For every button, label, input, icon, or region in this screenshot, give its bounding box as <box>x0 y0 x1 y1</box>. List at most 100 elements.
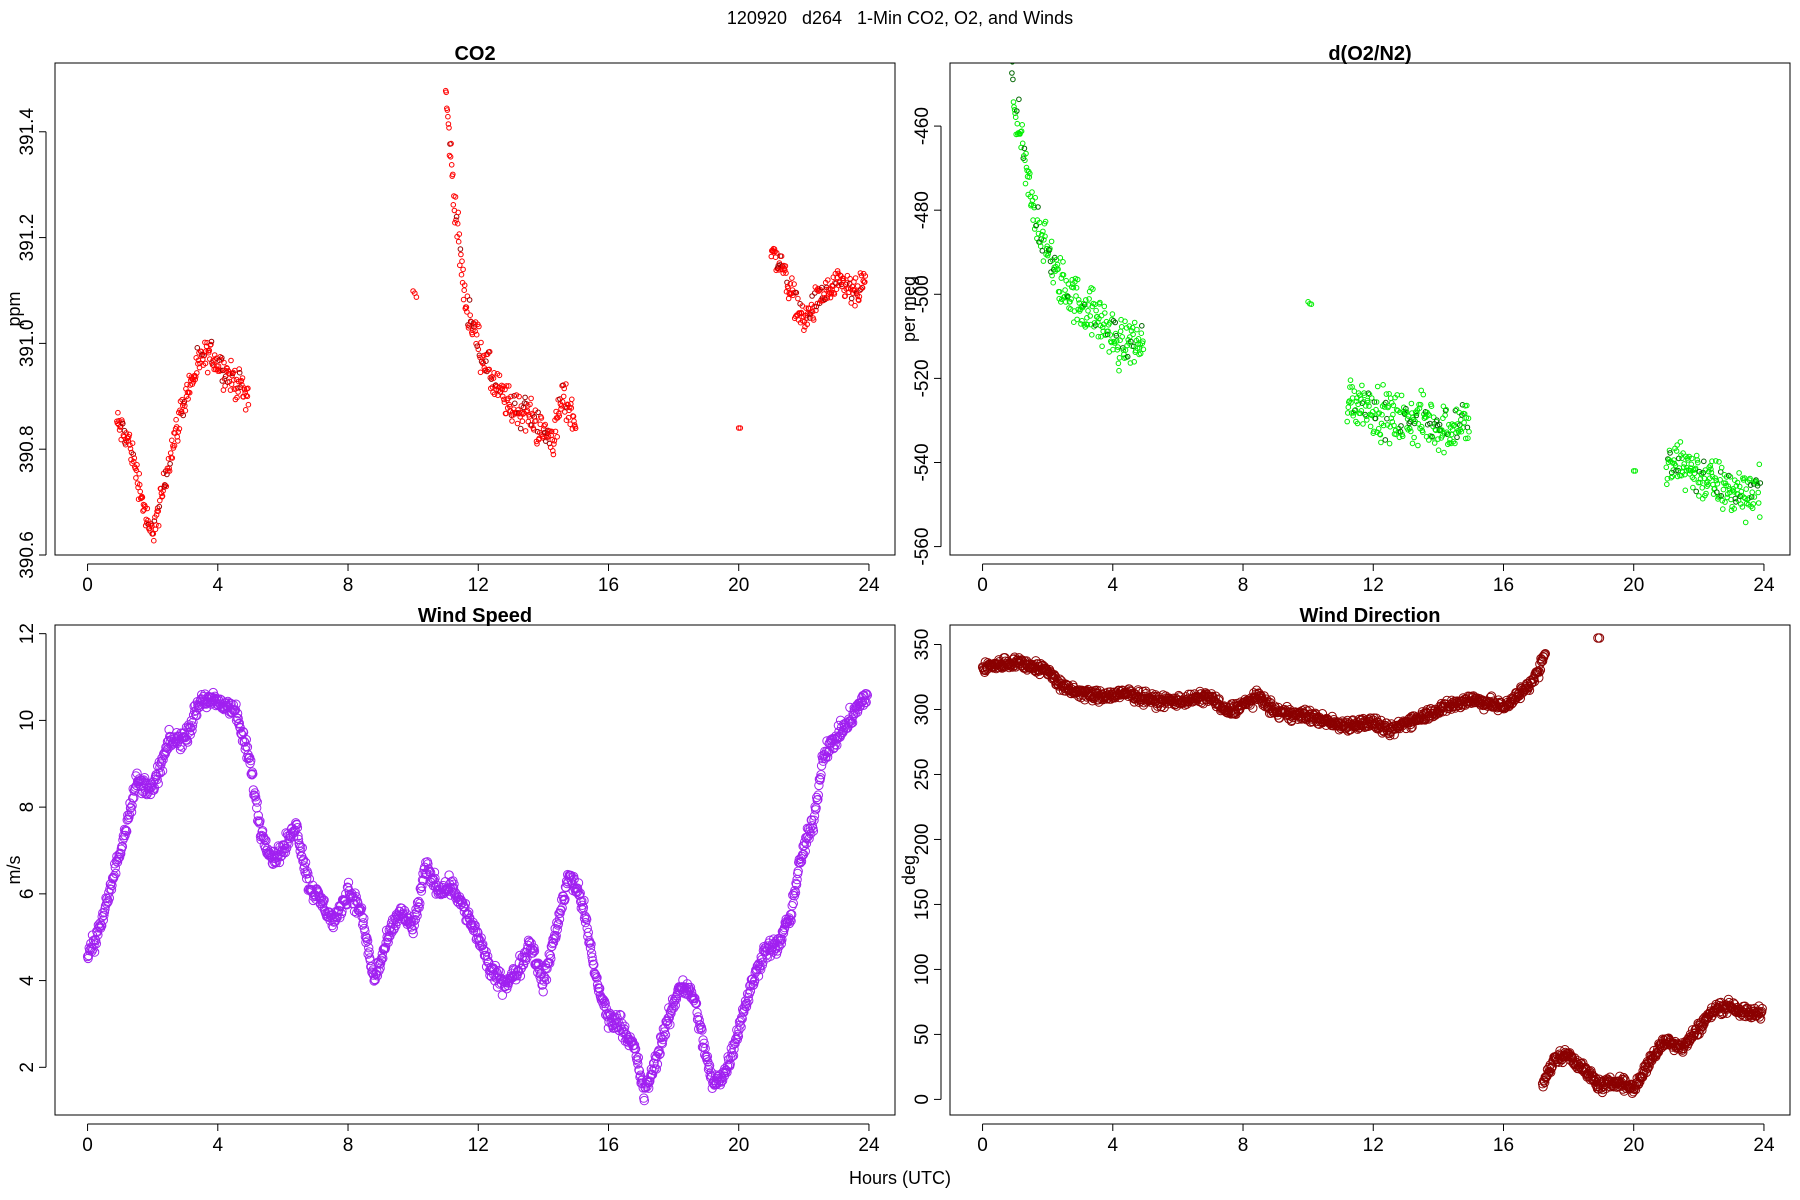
data-point <box>1359 400 1366 407</box>
data-point <box>1746 495 1752 501</box>
data-point <box>787 901 797 911</box>
data-point <box>1736 483 1743 490</box>
data-point <box>785 915 795 925</box>
data-point <box>1014 108 1020 114</box>
data-point <box>1062 287 1068 293</box>
data-point <box>134 462 140 468</box>
data-point <box>655 1049 665 1059</box>
data-point <box>691 998 702 1009</box>
data-point <box>538 415 545 421</box>
data-point <box>184 381 190 388</box>
y-tick-label: 200 <box>912 824 933 856</box>
data-point <box>1716 459 1722 465</box>
data-point <box>517 425 524 432</box>
data-point <box>550 448 556 454</box>
data-point <box>1757 1003 1767 1014</box>
data-point <box>1754 1012 1765 1022</box>
data-point <box>1114 347 1121 353</box>
data-point <box>1390 411 1396 418</box>
data-point <box>158 755 168 765</box>
data-point <box>139 773 150 783</box>
data-point <box>151 537 157 544</box>
data-point <box>126 434 132 440</box>
data-point <box>579 895 589 906</box>
data-point <box>99 907 110 917</box>
data-point <box>551 441 557 447</box>
y-tick-label: -540 <box>912 443 933 481</box>
data-point <box>450 171 456 178</box>
data-point <box>595 983 605 994</box>
data-point <box>236 366 242 372</box>
data-point <box>1680 450 1686 456</box>
data-point <box>106 884 117 895</box>
x-tick-label: 4 <box>213 575 224 596</box>
y-tick-label: 390.8 <box>17 425 38 473</box>
data-point <box>1443 406 1449 413</box>
data-point <box>666 1008 676 1018</box>
data-point <box>113 853 124 863</box>
data-point <box>491 370 497 376</box>
data-point <box>1039 248 1046 254</box>
data-point <box>597 994 608 1004</box>
data-point <box>1538 651 1548 662</box>
data-point <box>1357 410 1364 417</box>
plot-frame <box>949 62 1791 556</box>
data-point <box>241 734 252 745</box>
data-point <box>1102 310 1108 316</box>
data-point <box>862 279 868 285</box>
data-point <box>175 438 181 444</box>
data-point <box>290 825 300 835</box>
data-point <box>91 939 102 949</box>
data-point <box>1037 239 1043 245</box>
data-point <box>1112 319 1118 326</box>
data-point <box>222 383 228 389</box>
data-point <box>800 846 810 856</box>
data-point <box>646 1064 657 1074</box>
data-point <box>288 832 299 842</box>
x-tick-label: 12 <box>468 1135 489 1156</box>
data-point <box>248 769 258 779</box>
data-point <box>1026 174 1033 180</box>
data-point <box>1347 377 1354 384</box>
data-point <box>848 295 855 302</box>
data-point <box>1099 324 1106 331</box>
data-point <box>742 998 752 1009</box>
data-point <box>101 898 112 909</box>
data-point <box>629 1040 640 1050</box>
data-point <box>1372 415 1379 422</box>
data-point <box>539 972 549 982</box>
data-point <box>111 868 121 879</box>
data-point <box>191 705 202 716</box>
data-point <box>1691 476 1697 482</box>
data-point <box>383 937 393 948</box>
panel-title: Wind Direction <box>1300 605 1441 627</box>
data-point <box>480 359 487 366</box>
data-point <box>126 807 137 817</box>
data-point <box>253 810 263 821</box>
data-point <box>702 1051 713 1062</box>
data-point <box>1383 391 1390 397</box>
data-point <box>1669 473 1676 480</box>
data-point <box>538 987 548 997</box>
data-point <box>1035 204 1041 210</box>
data-point <box>144 505 151 512</box>
data-point <box>1441 449 1447 456</box>
data-point <box>298 855 309 865</box>
data-point <box>515 950 525 961</box>
data-point <box>1697 479 1703 486</box>
data-point <box>1690 484 1696 491</box>
data-point <box>475 346 482 353</box>
data-point <box>300 857 311 868</box>
data-point <box>1366 403 1372 409</box>
data-point <box>194 370 200 376</box>
data-point <box>116 849 126 859</box>
data-point <box>1248 703 1258 713</box>
data-point <box>169 455 176 461</box>
data-point <box>409 916 419 926</box>
data-point <box>528 422 535 428</box>
data-point <box>806 305 812 312</box>
data-point <box>1009 63 1015 65</box>
y-tick-label: 4 <box>17 975 38 986</box>
data-point <box>586 939 596 949</box>
data-point <box>541 975 552 985</box>
